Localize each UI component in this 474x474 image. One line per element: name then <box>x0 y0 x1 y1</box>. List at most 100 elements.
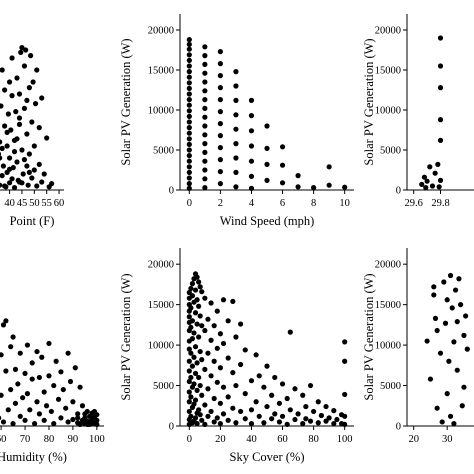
data-point <box>188 350 194 356</box>
x-tick-label: 100 <box>337 434 353 445</box>
data-point <box>21 63 28 69</box>
data-point <box>434 327 440 334</box>
data-point <box>186 408 192 415</box>
data-point <box>202 105 208 111</box>
data-point <box>70 399 76 405</box>
data-point <box>220 384 227 390</box>
data-point <box>82 411 88 417</box>
data-point <box>186 52 192 58</box>
data-point <box>292 386 298 392</box>
data-point <box>233 169 239 175</box>
data-point <box>4 129 10 135</box>
data-point <box>186 57 192 64</box>
data-point <box>3 318 9 324</box>
data-point <box>16 115 23 121</box>
data-point <box>186 164 192 170</box>
data-point <box>237 408 244 415</box>
data-point <box>41 417 47 423</box>
x-tick-label: 80 <box>308 434 319 445</box>
data-point <box>199 392 205 398</box>
data-point <box>17 413 23 419</box>
x-axis-title: Wind Speed (mph) <box>220 214 315 228</box>
data-point <box>14 136 20 142</box>
data-point <box>452 287 459 293</box>
data-point <box>421 174 428 180</box>
data-point <box>186 85 192 91</box>
data-point <box>186 185 192 191</box>
data-point <box>423 185 429 191</box>
y-tick-label: 10000 <box>375 341 401 352</box>
data-point <box>217 133 223 139</box>
data-point <box>6 180 13 186</box>
data-point <box>189 281 196 287</box>
data-point <box>447 272 454 279</box>
data-point <box>36 411 42 417</box>
data-point <box>233 83 239 89</box>
data-point <box>0 352 4 358</box>
data-point <box>186 153 192 159</box>
data-point <box>0 173 5 179</box>
data-point <box>202 158 208 164</box>
data-point <box>248 185 255 191</box>
data-point <box>189 336 196 342</box>
x-tick-label: 20 <box>215 434 226 445</box>
y-tick-label: 10000 <box>375 106 401 117</box>
y-tick-label: 10000 <box>148 341 174 352</box>
x-tick-label: 40 <box>246 434 257 445</box>
data-point <box>199 417 205 423</box>
data-point <box>436 184 442 190</box>
data-point <box>253 399 259 405</box>
data-point <box>51 420 57 427</box>
y-axis-title: Solar PV Generation (W) <box>362 38 376 165</box>
data-point <box>461 332 467 338</box>
data-point <box>279 413 286 419</box>
data-point <box>186 136 192 142</box>
y-tick-label: 20000 <box>148 260 174 271</box>
data-point <box>41 171 47 177</box>
data-point <box>248 378 255 384</box>
data-point <box>196 303 202 309</box>
data-point <box>75 411 81 417</box>
data-point <box>12 366 19 372</box>
data-point <box>186 399 192 405</box>
data-point <box>27 407 33 413</box>
x-axis-title: Point (F) <box>10 214 55 228</box>
data-point <box>3 368 9 374</box>
data-point <box>24 97 30 103</box>
data-point <box>0 145 5 151</box>
data-point <box>211 395 217 402</box>
data-point <box>77 421 83 427</box>
y-tick-label: 5000 <box>153 146 174 157</box>
data-point <box>39 354 45 360</box>
data-point <box>202 79 208 85</box>
data-point <box>233 69 239 75</box>
data-point <box>6 155 13 161</box>
data-point <box>437 63 444 69</box>
data-point <box>311 408 317 415</box>
data-point <box>197 313 203 319</box>
data-point <box>264 161 270 167</box>
data-point <box>87 419 93 425</box>
data-point <box>186 181 192 187</box>
data-point <box>0 322 7 328</box>
data-point <box>205 413 211 419</box>
data-point <box>264 177 270 183</box>
data-point <box>192 310 199 316</box>
y-tick-label: 10000 <box>148 106 174 117</box>
x-tick-label: 100 <box>89 434 105 445</box>
data-point <box>186 158 192 164</box>
data-point <box>248 173 255 179</box>
data-point <box>36 161 42 167</box>
data-point <box>225 355 231 361</box>
data-point <box>214 379 220 385</box>
data-point <box>19 45 25 51</box>
chart-panel-bottom-right: 20 30 0 5000 10000 15000 20000 Solar PV Generat… <box>362 248 474 445</box>
x-tick-label: 29.8 <box>431 198 449 209</box>
data-point <box>454 367 460 373</box>
data-point <box>220 297 227 303</box>
data-point <box>188 413 194 419</box>
data-point <box>49 181 55 187</box>
data-point <box>19 180 25 186</box>
data-point <box>21 157 28 163</box>
data-point <box>29 175 35 181</box>
